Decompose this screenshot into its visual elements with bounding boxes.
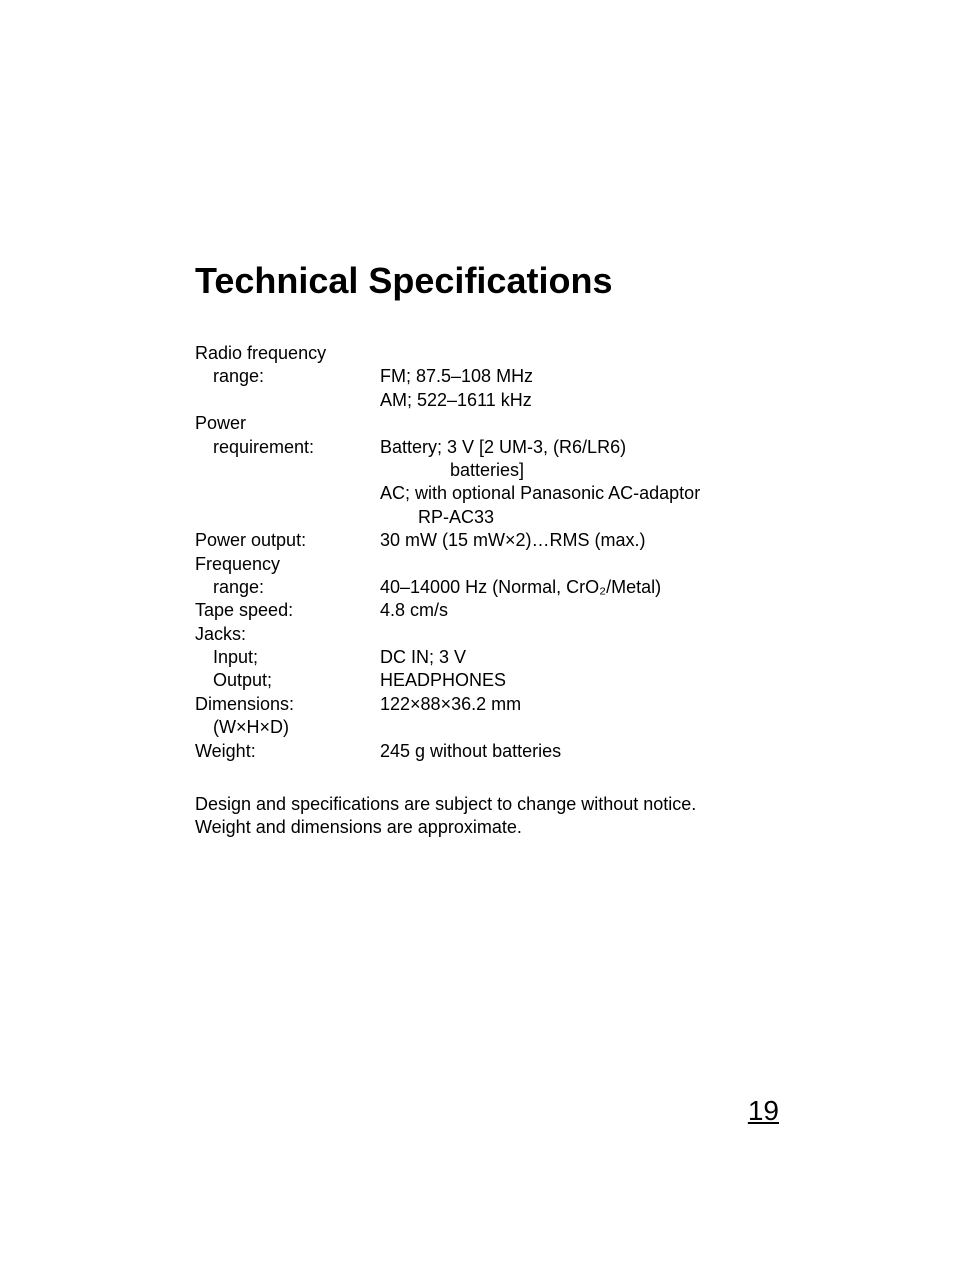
note-line-1: Design and specifications are subject to… xyxy=(195,793,854,816)
spec-value: 40–14000 Hz (Normal, CrO₂/Metal) xyxy=(380,576,854,599)
spec-sublabel: range: xyxy=(195,365,380,388)
spec-value: 30 mW (15 mW×2)…RMS (max.) xyxy=(380,529,854,552)
spec-value: 245 g without batteries xyxy=(380,740,854,763)
spec-sublabel: range: xyxy=(195,576,380,599)
spec-row-radio-freq-am: AM; 522–1611 kHz xyxy=(195,389,854,412)
spec-label: Frequency xyxy=(195,553,380,576)
spec-row-jacks-output: Output; HEADPHONES xyxy=(195,669,854,692)
spec-value: HEADPHONES xyxy=(380,669,854,692)
spec-value: 4.8 cm/s xyxy=(380,599,854,622)
spec-row-power-output: Power output: 30 mW (15 mW×2)…RMS (max.) xyxy=(195,529,854,552)
spec-value: Battery; 3 V [2 UM-3, (R6/LR6) xyxy=(380,436,854,459)
spec-row-dimensions-sub: (W×H×D) xyxy=(195,716,854,739)
spec-value: DC IN; 3 V xyxy=(380,646,854,669)
spec-row-power-sub: requirement: Battery; 3 V [2 UM-3, (R6/L… xyxy=(195,436,854,459)
spec-value: AM; 522–1611 kHz xyxy=(380,389,854,412)
spec-label: Dimensions: xyxy=(195,693,380,716)
spec-sublabel: Output; xyxy=(195,669,380,692)
spec-label: Jacks: xyxy=(195,623,380,646)
spec-row-jacks: Jacks: xyxy=(195,623,854,646)
spec-row-power-ac2: RP-AC33 xyxy=(195,506,854,529)
note-line-2: Weight and dimensions are approximate. xyxy=(195,816,854,839)
spec-label: Radio frequency xyxy=(195,342,380,365)
spec-row-dimensions: Dimensions: 122×88×36.2 mm xyxy=(195,693,854,716)
spec-value: RP-AC33 xyxy=(380,506,854,529)
page-number: 19 xyxy=(748,1095,779,1127)
spec-row-radio-freq: Radio frequency xyxy=(195,342,854,365)
spec-row-radio-freq-sub: range: FM; 87.5–108 MHz xyxy=(195,365,854,388)
spec-row-power: Power xyxy=(195,412,854,435)
spec-label: Weight: xyxy=(195,740,380,763)
specs-block: Radio frequency range: FM; 87.5–108 MHz … xyxy=(195,342,854,763)
page-container: Technical Specifications Radio frequency… xyxy=(0,0,954,1275)
spec-value: AC; with optional Panasonic AC-adaptor xyxy=(380,482,854,505)
spec-row-tape-speed: Tape speed: 4.8 cm/s xyxy=(195,599,854,622)
spec-sublabel: Input; xyxy=(195,646,380,669)
spec-value: 122×88×36.2 mm xyxy=(380,693,854,716)
spec-row-jacks-input: Input; DC IN; 3 V xyxy=(195,646,854,669)
notes-block: Design and specifications are subject to… xyxy=(195,793,854,840)
spec-label: Tape speed: xyxy=(195,599,380,622)
spec-row-freq-sub: range: 40–14000 Hz (Normal, CrO₂/Metal) xyxy=(195,576,854,599)
spec-label: Power output: xyxy=(195,529,380,552)
spec-row-power-ac1: AC; with optional Panasonic AC-adaptor xyxy=(195,482,854,505)
spec-row-freq: Frequency xyxy=(195,553,854,576)
page-title: Technical Specifications xyxy=(195,260,854,302)
spec-value: batteries] xyxy=(380,459,854,482)
spec-row-weight: Weight: 245 g without batteries xyxy=(195,740,854,763)
spec-label: Power xyxy=(195,412,380,435)
spec-row-power-batt2: batteries] xyxy=(195,459,854,482)
spec-value: FM; 87.5–108 MHz xyxy=(380,365,854,388)
spec-sublabel: (W×H×D) xyxy=(195,716,380,739)
spec-sublabel: requirement: xyxy=(195,436,380,459)
